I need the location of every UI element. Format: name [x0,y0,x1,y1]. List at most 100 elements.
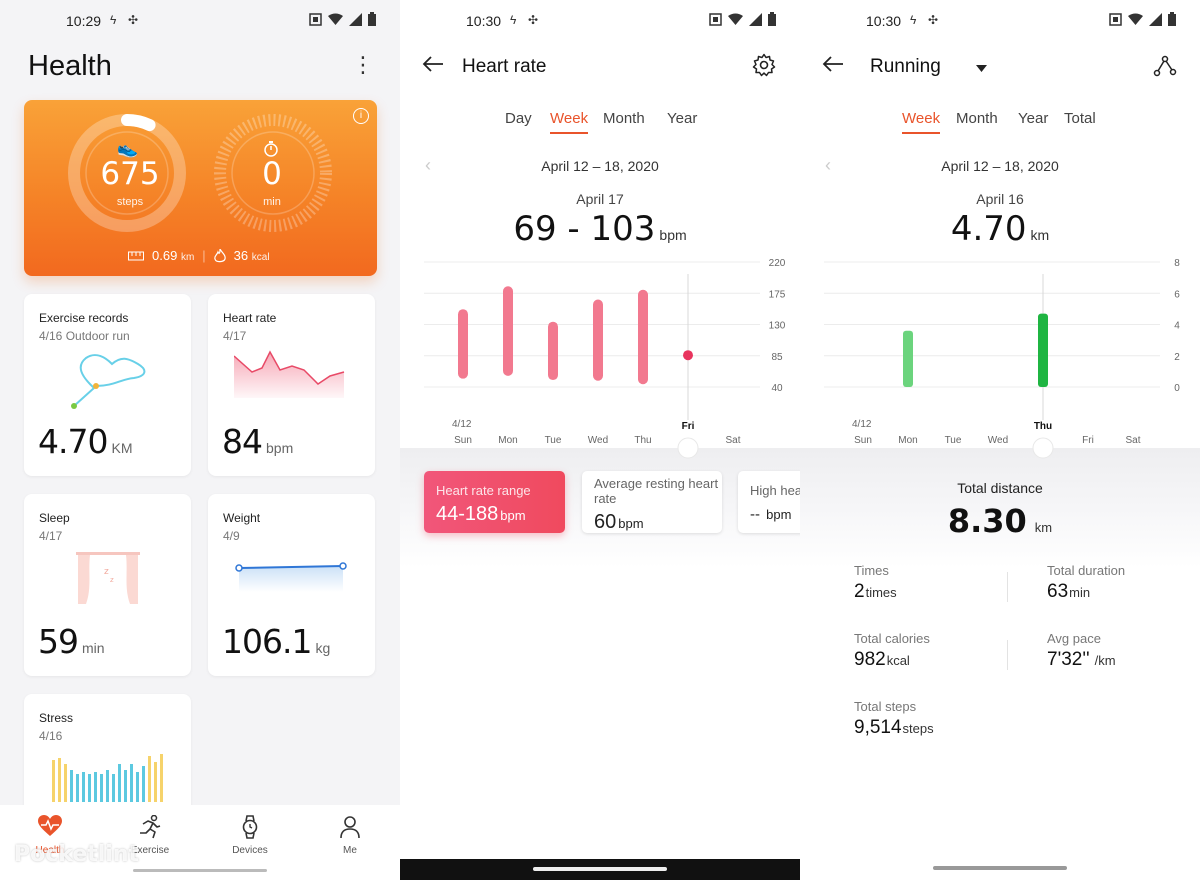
tab-week[interactable]: Week [902,110,941,134]
tab-week[interactable]: Week [550,110,589,134]
svg-text:z: z [110,576,114,584]
heart-rate-chart: 220 175 130 85 40 Sun Mon Tue Wed Thu Fri Sat 4/12 [424,258,786,459]
nfc-icon [1109,12,1122,26]
divider [1007,640,1008,670]
x-tick-label: Wed [988,435,1008,446]
status-time: 10:30 [866,13,902,29]
y-tick-label: 175 [769,289,786,300]
system-icons [709,12,776,26]
stat-value: 2 [854,581,865,602]
person-icon [310,815,390,843]
steps-progress-arc [68,114,186,232]
x-tick-label: Tue [945,435,962,446]
x-tick-label: Sat [1125,435,1140,446]
selection-knob [1032,437,1054,459]
stat-steps: Total steps 9,514steps [854,699,934,739]
nfc-icon [309,12,322,26]
date-range: April 12 – 18, 2020 [541,158,659,174]
start-date-label: 4/12 [852,419,872,430]
activity-footer: 0.69 km | 36 kcal [128,248,270,263]
calories-unit: kcal [251,252,270,263]
nav-exercise[interactable]: Exercise [110,814,190,856]
sleep-card[interactable]: Sleep 4/17 z z 59 min [24,494,191,676]
heart-rate-card[interactable]: Heart rate 4/17 84 bpm [208,294,375,476]
card-title: Weight [223,511,261,525]
heart-rate-sparkline [234,350,345,398]
gesture-handle [933,866,1067,870]
y-tick-label: 40 [771,383,783,394]
bolt-icon: ϟ [110,13,117,27]
tab-year[interactable]: Year [667,110,698,127]
wifi-icon [728,13,743,25]
metric-unit: bpm [766,507,792,522]
stat-unit: kcal [886,653,910,668]
nav-label: Health [35,845,65,856]
gear-icon[interactable] [752,53,776,82]
wifi-icon [1128,13,1143,25]
total-value-text: 8.30 [947,502,1027,540]
running-screen: 10:30 ϟ ✣ Running Week Month Year Total … [800,0,1200,880]
running-distance-chart: 8 6 4 2 0 Sun Mon Tue Wed Thu Fri Sat 4/12 [824,258,1180,459]
stat-label: Total calories [854,631,930,646]
dropdown-caret-icon[interactable] [976,60,987,78]
tab-month[interactable]: Month [603,110,645,127]
tab-total[interactable]: Total [1064,110,1096,127]
signal-icon [1149,12,1162,26]
more-menu-icon[interactable]: ⋮ [352,52,374,77]
nav-health[interactable]: Health [10,815,90,856]
divider [1007,572,1008,602]
minutes-value: 0 [262,156,282,192]
heart-pulse-icon [10,815,90,843]
x-tick-label: Wed [588,435,608,446]
stat-unit: min [1069,585,1091,600]
tab-month[interactable]: Month [956,110,998,127]
info-icon[interactable]: i [353,108,369,124]
stat-unit: /km [1094,653,1116,668]
metric-label: Heart rate range [436,483,531,498]
nav-label: Exercise [130,845,170,856]
metric-unit: bpm [618,516,644,531]
nav-label: Devices [232,845,268,856]
card-subtitle: 4/9 [223,529,240,543]
steps-label: steps [116,196,144,208]
y-tick-label: 6 [1174,289,1180,300]
svg-text:z: z [104,567,109,577]
activity-summary-card[interactable] [24,100,377,276]
x-tick-label: Sun [854,435,872,446]
nav-me[interactable]: Me [310,815,390,856]
fan-icon: ✣ [928,13,939,27]
stopwatch-icon [264,141,278,157]
y-tick-label: 130 [769,321,786,332]
share-route-icon[interactable] [1153,55,1177,82]
previous-period-icon[interactable]: ‹ [425,155,431,175]
signal-icon [349,12,362,26]
range-bar [593,299,603,381]
card-value: 106.1 [222,622,312,661]
bottom-navigation: Health Exercise Devices Me [0,805,400,880]
stat-value: 7'32'' [1047,649,1090,670]
minutes-ring [214,114,332,232]
metric-card-high[interactable]: High hea -- bpm [738,471,800,533]
stat-label: Avg pace [1047,631,1101,646]
metric-card-resting[interactable]: Average resting heart rate 60 bpm [582,471,722,533]
page-title[interactable]: Running [870,56,941,77]
y-tick-label: 8 [1174,258,1180,269]
back-arrow-icon[interactable] [822,52,844,80]
metric-card-range[interactable]: Heart rate range 44-188 bpm [424,471,565,533]
nav-devices[interactable]: Devices [210,815,290,856]
y-tick-label: 4 [1174,321,1180,332]
exercise-records-card[interactable]: Exercise records 4/16 Outdoor run 4.70 KM [24,294,191,476]
minutes-label: min [263,196,281,208]
metric-value: 44-188 [436,503,499,525]
weight-card[interactable]: Weight 4/9 106.1 kg [208,494,375,676]
stat-times: Times 2times [854,563,897,603]
card-title: Heart rate [223,311,277,325]
tab-year[interactable]: Year [1018,110,1049,127]
fan-icon: ✣ [528,13,539,27]
distance-value: 4.70 km [800,209,1200,249]
back-arrow-icon[interactable] [422,52,444,80]
tab-day[interactable]: Day [505,110,532,127]
x-tick-label: Fri [682,421,695,432]
previous-period-icon[interactable]: ‹ [825,155,831,175]
stat-value: 9,514 [854,717,902,738]
